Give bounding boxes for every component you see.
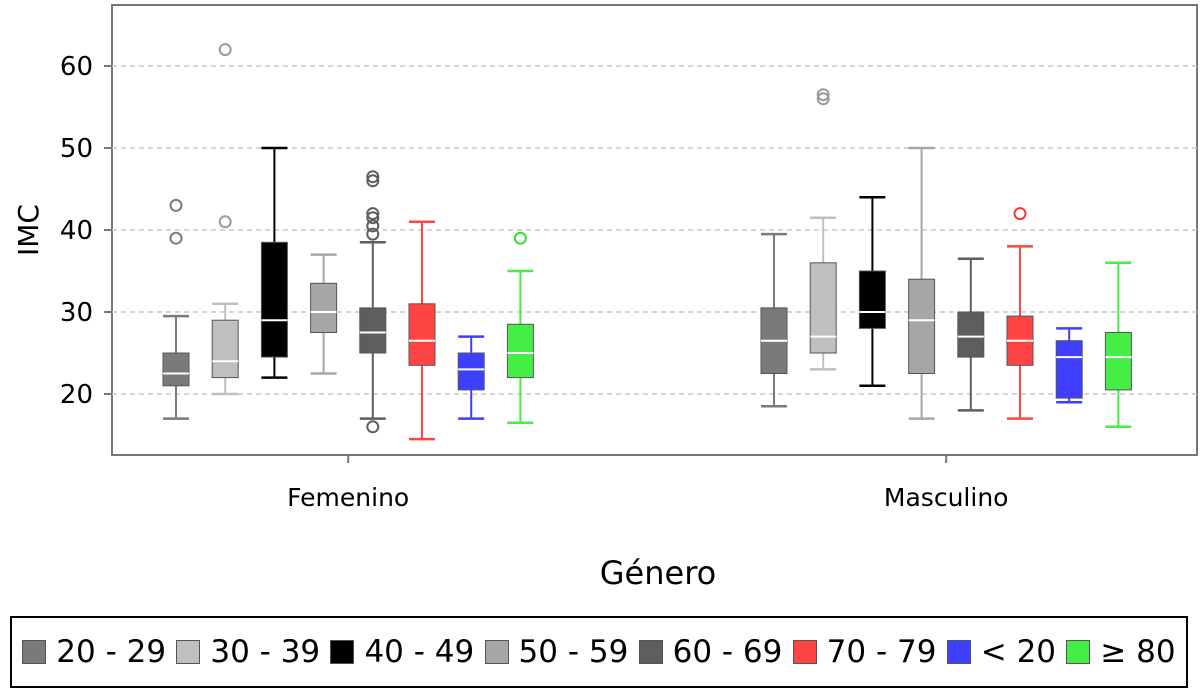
series-2: [211, 43, 837, 396]
box: [408, 303, 436, 366]
box: [310, 282, 338, 333]
legend-label: ≥ 80: [1100, 634, 1176, 670]
legend-swatch: [792, 640, 817, 664]
outlier-point: [218, 215, 232, 229]
box: [858, 270, 886, 329]
outlier-point: [218, 43, 232, 57]
legend-item: < 20: [946, 634, 1057, 670]
series-1: [162, 198, 788, 420]
series-8: [506, 231, 1132, 429]
y-tick-label: 50: [60, 134, 93, 164]
legend: 20 - 29 30 - 39 40 - 49 50 - 59 60 - 69 70 - …: [10, 616, 1188, 688]
outlier-point: [366, 207, 380, 221]
legend-item: 20 - 29: [22, 634, 166, 670]
series-4: [310, 146, 936, 420]
x-axis-title: Género: [600, 554, 716, 592]
box: [260, 241, 288, 358]
y-tick-label: 20: [60, 380, 93, 410]
box: [506, 323, 534, 379]
outlier-point: [366, 227, 380, 241]
box: [211, 319, 239, 379]
outlier-point: [1013, 207, 1027, 221]
outlier-point: [816, 92, 830, 106]
series-5: [359, 170, 985, 434]
box: [1055, 340, 1083, 399]
x-tick-label: Femenino: [287, 483, 409, 512]
y-axis: 20 30 40 50 60: [60, 52, 112, 410]
y-tick-label: 60: [60, 52, 93, 82]
legend-label: 50 - 59: [518, 634, 629, 670]
series-3: [260, 146, 886, 388]
box: [809, 262, 837, 354]
box: [162, 352, 190, 387]
box: [1104, 332, 1132, 391]
outlier-point: [816, 88, 830, 102]
legend-label: 20 - 29: [56, 634, 167, 670]
box-series: [162, 43, 1132, 441]
outlier-point: [366, 420, 380, 434]
outlier-point: [366, 219, 380, 233]
legend-swatch: [176, 640, 201, 664]
legend-label: < 20: [980, 634, 1057, 670]
outlier-point: [366, 174, 380, 188]
legend-item: ≥ 80: [1066, 634, 1176, 670]
grid-lines: [112, 65, 1197, 395]
legend-label: 60 - 69: [672, 634, 783, 670]
legend-item: 40 - 49: [330, 634, 474, 670]
legend-swatch: [484, 640, 509, 664]
legend-swatch: [946, 640, 971, 664]
legend-label: 70 - 79: [826, 634, 937, 670]
box: [908, 278, 936, 375]
legend-item: 50 - 59: [484, 634, 629, 670]
y-axis-title: IMC: [12, 204, 45, 256]
legend-label: 40 - 49: [364, 634, 475, 670]
x-axis: Femenino Masculino: [287, 455, 1008, 512]
legend-swatch: [330, 640, 355, 664]
legend-item: 30 - 39: [176, 634, 320, 670]
box: [957, 311, 985, 358]
series-7: [457, 327, 1083, 420]
series-6: [408, 207, 1034, 441]
outlier-point: [366, 211, 380, 225]
legend-swatch: [1066, 640, 1091, 664]
y-tick-label: 40: [60, 216, 93, 246]
outlier-point: [169, 198, 183, 212]
y-tick-label: 30: [60, 298, 93, 328]
legend-swatch: [22, 640, 47, 664]
x-tick-label: Masculino: [884, 483, 1009, 512]
legend-label: 30 - 39: [210, 634, 321, 670]
legend-item: 60 - 69: [638, 634, 783, 670]
outlier-point: [513, 231, 527, 245]
legend-swatch: [638, 640, 663, 664]
box: [359, 307, 387, 354]
outlier-point: [366, 170, 380, 184]
box: [457, 352, 485, 391]
chart-canvas: 20 30 40 50 60 Femenino Masculino IMC Género: [12, 4, 1198, 592]
outlier-point: [169, 231, 183, 245]
legend-item: 70 - 79: [792, 634, 937, 670]
